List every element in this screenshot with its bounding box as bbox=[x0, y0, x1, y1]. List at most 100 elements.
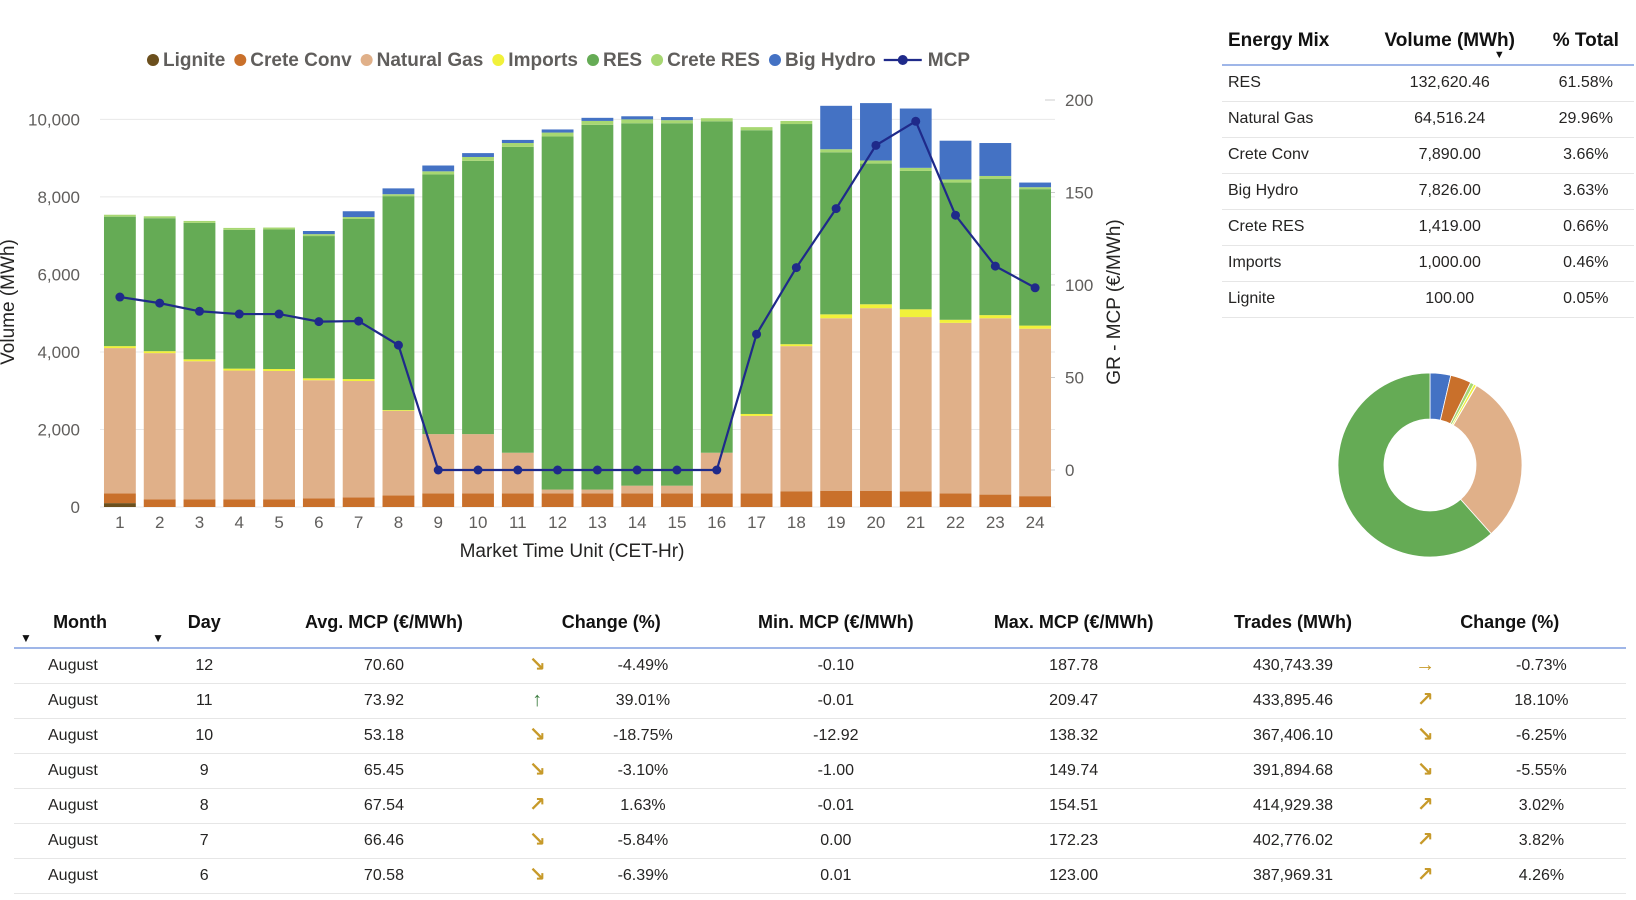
bar-res[interactable] bbox=[462, 160, 494, 435]
trades-header-max-mcp[interactable]: Max. MCP (€/MWh) bbox=[954, 604, 1193, 649]
mcp-point[interactable] bbox=[911, 116, 921, 126]
bar-natural-gas[interactable] bbox=[342, 381, 375, 498]
bar-big-hydro[interactable] bbox=[501, 139, 534, 144]
bar-imports[interactable] bbox=[860, 304, 892, 309]
bar-res[interactable] bbox=[143, 218, 176, 352]
bar-natural-gas[interactable] bbox=[223, 370, 256, 500]
bar-crete-res[interactable] bbox=[661, 120, 693, 124]
bar-crete-res[interactable] bbox=[979, 175, 1012, 179]
legend-item-natural-gas[interactable]: Natural Gas bbox=[360, 50, 484, 71]
mcp-point[interactable] bbox=[194, 306, 204, 316]
bar-crete-conv[interactable] bbox=[422, 493, 455, 507]
bar-natural-gas[interactable] bbox=[740, 415, 773, 494]
mcp-point[interactable] bbox=[234, 309, 244, 319]
mcp-point[interactable] bbox=[393, 340, 403, 350]
mcp-point[interactable] bbox=[274, 309, 284, 319]
bar-res[interactable] bbox=[541, 136, 574, 490]
bar-res[interactable] bbox=[422, 174, 455, 435]
bar-crete-res[interactable] bbox=[462, 156, 494, 161]
bar-big-hydro[interactable] bbox=[621, 116, 654, 120]
bar-big-hydro[interactable] bbox=[541, 129, 574, 133]
bar-natural-gas[interactable] bbox=[979, 318, 1012, 495]
bar-imports[interactable] bbox=[263, 369, 295, 371]
bar-crete-res[interactable] bbox=[183, 220, 216, 223]
bar-natural-gas[interactable] bbox=[263, 370, 295, 500]
bar-natural-gas[interactable] bbox=[661, 485, 693, 494]
bar-crete-conv[interactable] bbox=[860, 490, 892, 507]
bar-imports[interactable] bbox=[342, 379, 375, 382]
bar-imports[interactable] bbox=[1019, 325, 1052, 329]
bar-crete-conv[interactable] bbox=[223, 499, 256, 507]
bar-crete-conv[interactable] bbox=[302, 498, 335, 507]
bar-imports[interactable] bbox=[820, 314, 853, 319]
bar-natural-gas[interactable] bbox=[302, 380, 335, 499]
legend-item-big-hydro[interactable]: Big Hydro bbox=[768, 50, 876, 71]
bar-crete-conv[interactable] bbox=[103, 493, 136, 504]
mcp-point[interactable] bbox=[871, 140, 881, 150]
bar-natural-gas[interactable] bbox=[103, 348, 136, 494]
bar-crete-conv[interactable] bbox=[700, 493, 733, 507]
bar-crete-res[interactable] bbox=[820, 149, 853, 153]
bar-crete-conv[interactable] bbox=[501, 493, 534, 507]
mcp-point[interactable] bbox=[513, 465, 523, 475]
mcp-point[interactable] bbox=[990, 261, 1000, 271]
trades-header-day[interactable]: ▼ Day bbox=[146, 604, 263, 649]
bar-crete-conv[interactable] bbox=[740, 493, 773, 507]
bar-res[interactable] bbox=[223, 229, 256, 369]
mix-row[interactable]: Imports 1,000.00 0.46% bbox=[1222, 245, 1634, 282]
legend-item-imports[interactable]: Imports bbox=[492, 50, 578, 71]
bar-crete-res[interactable] bbox=[700, 118, 733, 122]
bar-natural-gas[interactable] bbox=[820, 318, 853, 491]
bar-res[interactable] bbox=[183, 222, 216, 360]
bar-big-hydro[interactable] bbox=[939, 140, 972, 180]
table-row[interactable]: August 10 53.18 ↘ -18.75% -12.92 138.32 367,406… bbox=[14, 718, 1626, 754]
bar-res[interactable] bbox=[780, 124, 813, 345]
bar-res[interactable] bbox=[103, 216, 136, 347]
bar-crete-res[interactable] bbox=[342, 217, 375, 219]
mcp-point[interactable] bbox=[354, 316, 364, 326]
bar-big-hydro[interactable] bbox=[342, 211, 375, 218]
bar-crete-res[interactable] bbox=[103, 214, 136, 217]
mcp-point[interactable] bbox=[712, 465, 722, 475]
bar-natural-gas[interactable] bbox=[1019, 328, 1052, 497]
mix-row[interactable]: Crete RES 1,419.00 0.66% bbox=[1222, 209, 1634, 246]
trades-header-change-avg[interactable]: Change (%) bbox=[505, 604, 717, 649]
mix-header-name[interactable]: Energy Mix bbox=[1222, 20, 1362, 66]
legend-item-crete-res[interactable]: Crete RES bbox=[651, 50, 760, 71]
bar-crete-conv[interactable] bbox=[462, 493, 494, 507]
bar-imports[interactable] bbox=[780, 344, 813, 347]
mix-row[interactable]: Big Hydro 7,826.00 3.63% bbox=[1222, 173, 1634, 210]
bar-natural-gas[interactable] bbox=[541, 489, 574, 494]
bar-big-hydro[interactable] bbox=[422, 165, 455, 172]
bar-crete-res[interactable] bbox=[263, 227, 295, 230]
bar-res[interactable] bbox=[581, 124, 614, 490]
mcp-point[interactable] bbox=[473, 465, 483, 475]
bar-crete-res[interactable] bbox=[1019, 187, 1052, 190]
bar-big-hydro[interactable] bbox=[462, 153, 494, 157]
trades-header-avg-mcp[interactable]: Avg. MCP (€/MWh) bbox=[262, 604, 506, 649]
bar-crete-res[interactable] bbox=[223, 227, 256, 230]
bar-crete-res[interactable] bbox=[939, 179, 972, 183]
bar-crete-res[interactable] bbox=[422, 171, 455, 175]
bar-imports[interactable] bbox=[183, 359, 216, 362]
bar-imports[interactable] bbox=[103, 346, 136, 349]
bar-natural-gas[interactable] bbox=[939, 322, 972, 494]
bar-res[interactable] bbox=[501, 146, 534, 453]
mix-row[interactable]: Crete Conv 7,890.00 3.66% bbox=[1222, 137, 1634, 174]
bar-natural-gas[interactable] bbox=[422, 434, 455, 494]
bar-crete-res[interactable] bbox=[143, 216, 176, 219]
mcp-point[interactable] bbox=[155, 298, 165, 308]
bar-crete-conv[interactable] bbox=[899, 491, 932, 507]
donut-slice-res[interactable] bbox=[1337, 372, 1492, 558]
mcp-point[interactable] bbox=[314, 317, 324, 327]
legend-item-res[interactable]: RES bbox=[586, 50, 642, 71]
bar-crete-conv[interactable] bbox=[143, 499, 176, 507]
table-row[interactable]: August 11 73.92 ↑ 39.01% -0.01 209.47 433,895.4… bbox=[14, 683, 1626, 719]
bar-big-hydro[interactable] bbox=[581, 117, 614, 121]
bar-crete-conv[interactable] bbox=[939, 493, 972, 507]
mcp-point[interactable] bbox=[632, 465, 642, 475]
bar-res[interactable] bbox=[621, 123, 654, 486]
bar-res[interactable] bbox=[1019, 189, 1052, 326]
bar-crete-res[interactable] bbox=[382, 194, 415, 197]
bar-imports[interactable] bbox=[740, 413, 773, 416]
